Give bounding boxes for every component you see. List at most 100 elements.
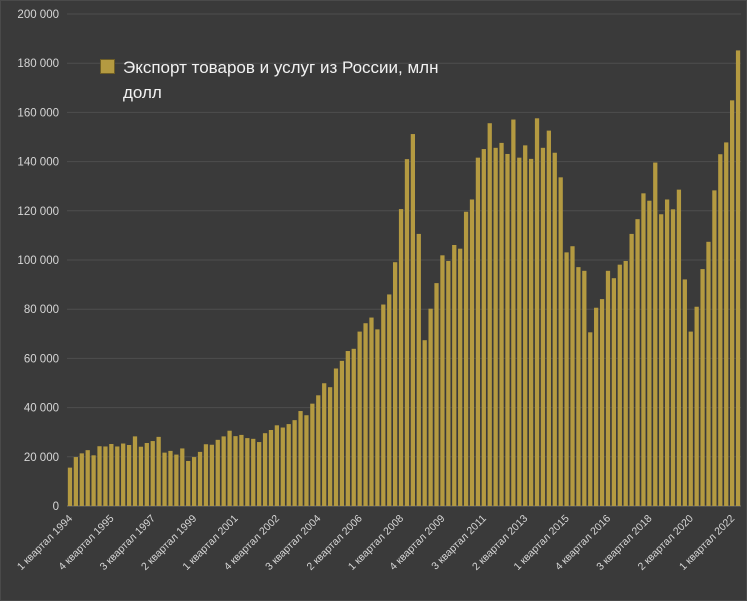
bar [469,199,475,507]
bar [617,264,622,506]
bar [174,454,179,506]
bar [286,424,291,506]
bar [582,270,587,506]
bar [132,436,138,506]
bar [599,299,605,506]
bar [706,241,711,507]
bar [688,331,693,506]
bar [410,134,415,507]
bar [239,434,244,506]
bar [215,439,220,506]
y-axis-label: 160 000 [17,107,59,119]
bar [197,451,203,506]
bar [682,279,687,506]
bar [546,130,551,506]
bar [345,351,350,506]
bar [316,395,321,506]
bar [121,443,126,506]
bar [280,427,285,506]
bar [97,446,102,506]
bar [203,444,209,506]
bar [493,147,498,506]
bar [481,149,486,507]
bar [735,50,741,506]
bar [393,262,398,506]
bar [298,411,303,506]
bar [700,269,705,506]
bar [528,158,534,506]
bar [191,457,197,506]
bar [576,267,581,506]
y-axis-label: 40 000 [24,403,59,415]
bar [327,387,333,506]
bar [463,211,469,506]
y-axis-label: 200 000 [17,9,59,21]
bar [180,448,185,506]
bar [517,157,522,506]
bar [186,460,191,506]
bar [398,209,404,506]
bar [670,209,676,506]
bar [363,323,368,506]
y-axis-label: 80 000 [24,304,59,316]
bar [91,455,96,506]
bar [233,436,238,506]
bar [712,190,717,506]
bar [588,332,593,506]
bar [351,348,356,506]
bar [534,118,540,507]
bar [653,162,658,506]
y-axis-label: 0 [53,501,59,513]
bar [428,308,433,506]
bar [85,450,90,506]
bar [115,446,120,506]
bar [718,154,723,506]
bar [605,270,611,506]
bar [594,307,599,506]
bar [611,278,617,506]
bar [434,283,439,506]
bar [499,142,504,506]
bar [422,340,427,506]
bar [523,145,528,507]
bar [641,193,646,506]
bar [73,457,78,506]
bar [369,317,374,506]
y-axis-label: 140 000 [17,157,59,169]
y-axis-label: 180 000 [17,58,59,70]
bar [552,152,557,507]
y-axis-label: 100 000 [17,255,59,267]
bar [322,383,327,506]
bar [404,159,410,506]
legend-label: Экспорт товаров и услуг из России, млн д… [123,58,439,102]
bar [664,199,670,507]
bar [487,123,492,506]
bar [381,304,386,506]
bar [262,433,268,506]
legend-swatch [100,59,115,74]
y-axis-label: 20 000 [24,452,59,464]
bar [558,177,563,506]
bar [251,438,256,506]
bar [156,436,161,506]
bar [730,100,735,506]
bar [339,360,345,506]
bar [333,368,339,506]
bar [67,467,73,506]
bar [126,444,132,506]
bar [440,255,445,506]
bar [292,420,297,506]
bar [357,331,362,506]
bar [623,260,628,506]
bar [629,233,634,507]
bar [446,260,451,506]
bar [570,246,575,506]
y-axis-label: 120 000 [17,206,59,218]
bar [162,452,167,506]
bar [168,450,173,506]
bar [310,403,315,506]
bar [724,142,729,506]
bar [387,294,392,506]
